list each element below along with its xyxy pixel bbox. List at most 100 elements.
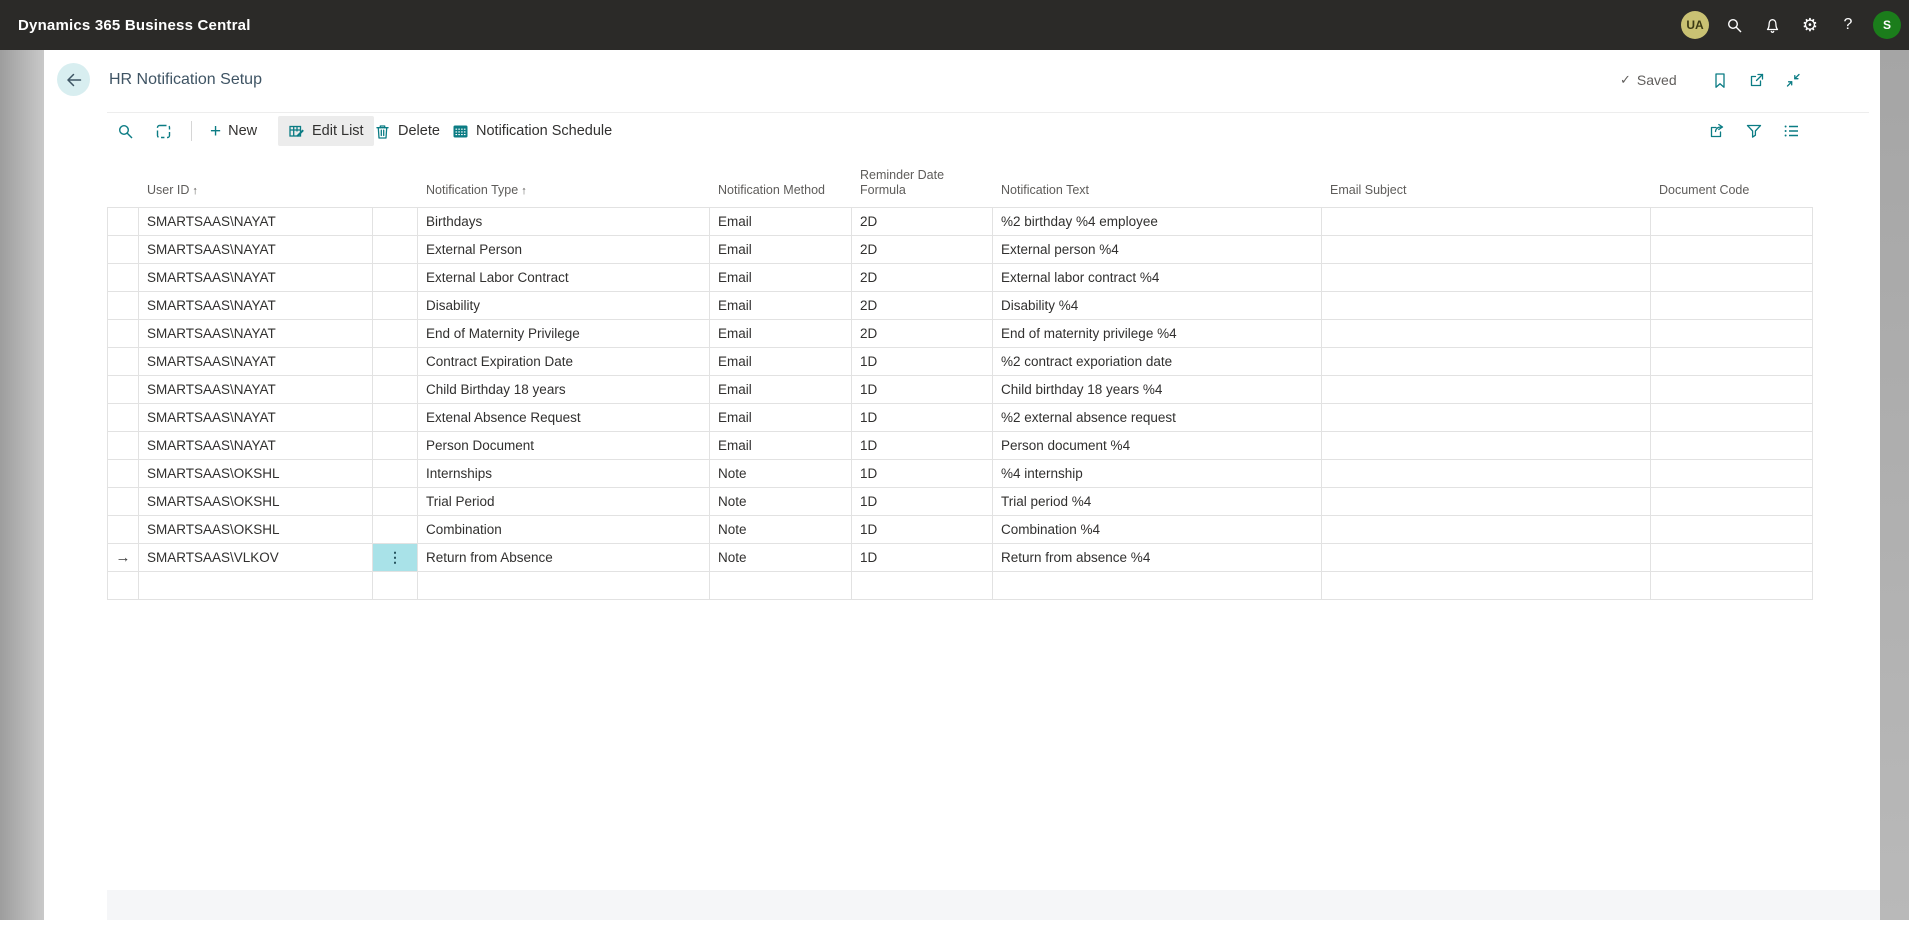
row-selector-cell[interactable]: →	[107, 348, 139, 376]
cell-reminder-date-formula[interactable]: 2D	[852, 320, 993, 348]
cell-notification-method[interactable]: Email	[710, 432, 852, 460]
cell-notification-method[interactable]: Email	[710, 404, 852, 432]
cell-reminder-date-formula[interactable]: 1D	[852, 544, 993, 572]
cell-notification-text[interactable]: %2 contract exporiation date	[993, 348, 1322, 376]
cell-notification-type[interactable]: Extenal Absence Request	[418, 404, 710, 432]
ellipsis-icon[interactable]: ⋮	[388, 549, 402, 565]
table-row[interactable]: → SMARTSAAS\OKSHL ⋮ Trial Period Note 1D…	[107, 488, 1813, 516]
cell-reminder-date-formula[interactable]: 2D	[852, 208, 993, 236]
cell-notification-text[interactable]: External person %4	[993, 236, 1322, 264]
cell-email-subject[interactable]	[1322, 432, 1651, 460]
cell-notification-type[interactable]	[418, 572, 710, 600]
collapse-view-icon[interactable]	[1782, 69, 1804, 91]
cell-document-code[interactable]	[1651, 404, 1813, 432]
cell-document-code[interactable]	[1651, 488, 1813, 516]
table-row[interactable]: → SMARTSAAS\NAYAT ⋮ External Labor Contr…	[107, 264, 1813, 292]
cell-notification-text[interactable]: Trial period %4	[993, 488, 1322, 516]
share-button[interactable]	[1702, 116, 1732, 146]
cell-notification-text[interactable]	[993, 572, 1322, 600]
cell-reminder-date-formula[interactable]	[852, 572, 993, 600]
cell-notification-type[interactable]: External Person	[418, 236, 710, 264]
cell-user-id[interactable]: SMARTSAAS\NAYAT	[139, 348, 373, 376]
table-row[interactable]: → SMARTSAAS\NAYAT ⋮ End of Maternity Pri…	[107, 320, 1813, 348]
cell-user-id[interactable]: SMARTSAAS\NAYAT	[139, 404, 373, 432]
cell-notification-method[interactable]: Email	[710, 292, 852, 320]
row-selector-cell[interactable]: →	[107, 544, 139, 572]
cell-reminder-date-formula[interactable]: 1D	[852, 404, 993, 432]
cell-notification-text[interactable]: Person document %4	[993, 432, 1322, 460]
cell-notification-type[interactable]: Internships	[418, 460, 710, 488]
table-row[interactable]: → SMARTSAAS\NAYAT ⋮ Contract Expiration …	[107, 348, 1813, 376]
cell-document-code[interactable]	[1651, 236, 1813, 264]
cell-document-code[interactable]	[1651, 208, 1813, 236]
cell-notification-type[interactable]: Return from Absence	[418, 544, 710, 572]
cell-row-options[interactable]: ⋮	[373, 404, 418, 432]
open-in-new-window-icon[interactable]	[1745, 69, 1767, 91]
delete-button[interactable]: Delete	[374, 116, 440, 146]
cell-document-code[interactable]	[1651, 320, 1813, 348]
cell-document-code[interactable]	[1651, 460, 1813, 488]
cell-notification-method[interactable]: Email	[710, 320, 852, 348]
cell-email-subject[interactable]	[1322, 348, 1651, 376]
column-header-user-id[interactable]: User ID ↑	[147, 183, 198, 198]
cell-email-subject[interactable]	[1322, 572, 1651, 600]
cell-email-subject[interactable]	[1322, 376, 1651, 404]
cell-notification-method[interactable]: Email	[710, 264, 852, 292]
cell-notification-text[interactable]: %2 birthday %4 employee	[993, 208, 1322, 236]
cell-reminder-date-formula[interactable]: 1D	[852, 516, 993, 544]
row-selector-cell[interactable]: →	[107, 292, 139, 320]
column-header-notification-type[interactable]: Notification Type ↑	[426, 183, 527, 198]
cell-document-code[interactable]	[1651, 264, 1813, 292]
cell-notification-method[interactable]	[710, 572, 852, 600]
table-row[interactable]: → SMARTSAAS\OKSHL ⋮ Internships Note 1D …	[107, 460, 1813, 488]
cell-email-subject[interactable]	[1322, 208, 1651, 236]
cell-notification-method[interactable]: Note	[710, 516, 852, 544]
cell-user-id[interactable]: SMARTSAAS\NAYAT	[139, 292, 373, 320]
cell-user-id[interactable]: SMARTSAAS\OKSHL	[139, 460, 373, 488]
edit-list-button[interactable]: Edit List	[278, 116, 374, 146]
cell-notification-text[interactable]: End of maternity privilege %4	[993, 320, 1322, 348]
settings-gear-icon[interactable]: ⚙	[1801, 15, 1819, 35]
cell-reminder-date-formula[interactable]: 2D	[852, 292, 993, 320]
notifications-bell-icon[interactable]	[1753, 0, 1791, 50]
cell-document-code[interactable]	[1651, 572, 1813, 600]
cell-email-subject[interactable]	[1322, 292, 1651, 320]
cell-email-subject[interactable]	[1322, 544, 1651, 572]
cell-notification-text[interactable]: External labor contract %4	[993, 264, 1322, 292]
cell-reminder-date-formula[interactable]: 1D	[852, 376, 993, 404]
table-row[interactable]: → SMARTSAAS\NAYAT ⋮ Person Document Emai…	[107, 432, 1813, 460]
table-row[interactable]: → SMARTSAAS\NAYAT ⋮ Extenal Absence Requ…	[107, 404, 1813, 432]
cell-notification-method[interactable]: Email	[710, 376, 852, 404]
cell-row-options[interactable]: ⋮	[373, 488, 418, 516]
cell-row-options[interactable]: ⋮	[373, 460, 418, 488]
user-avatar[interactable]: UA	[1681, 11, 1709, 39]
cell-notification-type[interactable]: Combination	[418, 516, 710, 544]
cell-notification-method[interactable]: Note	[710, 488, 852, 516]
table-row[interactable]: → SMARTSAAS\NAYAT ⋮ Birthdays Email 2D %…	[107, 208, 1813, 236]
search-list-button[interactable]	[110, 116, 140, 146]
filter-button[interactable]	[1739, 116, 1769, 146]
row-selector-cell[interactable]: →	[107, 572, 139, 600]
cell-reminder-date-formula[interactable]: 2D	[852, 264, 993, 292]
cell-document-code[interactable]	[1651, 544, 1813, 572]
cell-email-subject[interactable]	[1322, 488, 1651, 516]
cell-notification-text[interactable]: Disability %4	[993, 292, 1322, 320]
notification-schedule-button[interactable]: Notification Schedule	[452, 116, 612, 146]
cell-user-id[interactable]	[139, 572, 373, 600]
cell-document-code[interactable]	[1651, 432, 1813, 460]
new-button[interactable]: + New	[210, 116, 257, 146]
cell-notification-type[interactable]: Disability	[418, 292, 710, 320]
cell-notification-type[interactable]: Contract Expiration Date	[418, 348, 710, 376]
cell-user-id[interactable]: SMARTSAAS\NAYAT	[139, 236, 373, 264]
cell-notification-type[interactable]: Child Birthday 18 years	[418, 376, 710, 404]
cell-reminder-date-formula[interactable]: 2D	[852, 236, 993, 264]
cell-notification-type[interactable]: Trial Period	[418, 488, 710, 516]
row-selector-cell[interactable]: →	[107, 236, 139, 264]
cell-email-subject[interactable]	[1322, 264, 1651, 292]
cell-email-subject[interactable]	[1322, 516, 1651, 544]
cell-notification-method[interactable]: Note	[710, 460, 852, 488]
search-icon[interactable]	[1715, 0, 1753, 50]
table-row[interactable]: → SMARTSAAS\NAYAT ⋮ Child Birthday 18 ye…	[107, 376, 1813, 404]
row-selector-cell[interactable]: →	[107, 208, 139, 236]
cell-notification-text[interactable]: %2 external absence request	[993, 404, 1322, 432]
